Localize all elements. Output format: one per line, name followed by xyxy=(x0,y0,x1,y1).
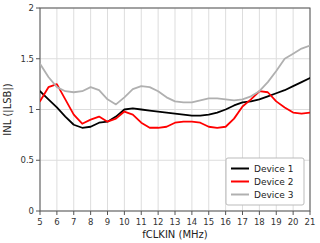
tick-mark xyxy=(124,211,125,215)
tick-mark xyxy=(276,211,277,215)
tick-label: 6 xyxy=(54,217,59,227)
legend-swatch xyxy=(231,194,249,196)
plot-frame xyxy=(40,8,310,211)
grid xyxy=(40,8,310,211)
tick-label: 10 xyxy=(119,217,130,227)
legend-label: Device 3 xyxy=(254,190,293,200)
tick-mark xyxy=(293,211,294,215)
tick-mark xyxy=(40,211,41,215)
tick-label: 2 xyxy=(29,3,34,13)
tick-label: 8 xyxy=(88,217,93,227)
tick-label: 0 xyxy=(29,206,34,216)
tick-label: 7 xyxy=(71,217,76,227)
legend-label: Device 1 xyxy=(254,164,293,174)
tick-mark xyxy=(36,109,40,110)
tick-label: 18 xyxy=(254,217,265,227)
tick-mark xyxy=(73,211,74,215)
legend-label: Device 2 xyxy=(254,177,293,187)
series-line xyxy=(40,78,310,128)
legend: Device 1 Device 2 Device 3 xyxy=(226,158,304,205)
tick-mark xyxy=(191,211,192,215)
tick-mark xyxy=(208,211,209,215)
legend-box xyxy=(226,158,304,205)
tick-mark xyxy=(36,211,40,212)
tick-label: 0.5 xyxy=(20,155,34,165)
grid-line xyxy=(40,58,310,59)
tick-mark xyxy=(36,160,40,161)
tick-label: 1.5 xyxy=(20,54,34,64)
tick-label: 15 xyxy=(203,217,214,227)
tick-mark xyxy=(175,211,176,215)
tick-label: 20 xyxy=(288,217,299,227)
tick-label: 21 xyxy=(305,217,316,227)
tick-label: 14 xyxy=(186,217,197,227)
series-line xyxy=(40,46,310,105)
tick-mark xyxy=(36,8,40,9)
y-axis-label: INL (|LSB|) xyxy=(2,83,14,136)
tick-mark xyxy=(259,211,260,215)
tick-label: 13 xyxy=(170,217,181,227)
legend-swatch xyxy=(231,168,249,170)
tick-mark xyxy=(141,211,142,215)
plot-area xyxy=(40,46,310,128)
chart: 5 6 7 8 9 10 11 12 13 14 15 16 17 18 19 20 21 0 0.5 1 1.5 2 fC… xyxy=(0,0,320,243)
tick-label: 16 xyxy=(220,217,231,227)
tick-mark xyxy=(36,58,40,59)
tick-label: 12 xyxy=(153,217,164,227)
tick-mark xyxy=(90,211,91,215)
tick-label: 17 xyxy=(237,217,248,227)
grid-line xyxy=(40,109,310,110)
tick-mark xyxy=(107,211,108,215)
tick-label: 19 xyxy=(271,217,282,227)
axes: 5 6 7 8 9 10 11 12 13 14 15 16 17 18 19 20 21 0 0.5 1 1.5 2 xyxy=(20,3,315,227)
tick-label: 9 xyxy=(105,217,110,227)
tick-mark xyxy=(158,211,159,215)
tick-mark xyxy=(56,211,57,215)
tick-mark xyxy=(310,211,311,215)
tick-label: 5 xyxy=(37,217,42,227)
tick-mark xyxy=(242,211,243,215)
x-axis-label: fCLKIN (MHz) xyxy=(142,229,208,240)
tick-label: 11 xyxy=(136,217,147,227)
legend-swatch xyxy=(231,181,249,183)
tick-label: 1 xyxy=(29,105,34,115)
tick-mark xyxy=(225,211,226,215)
